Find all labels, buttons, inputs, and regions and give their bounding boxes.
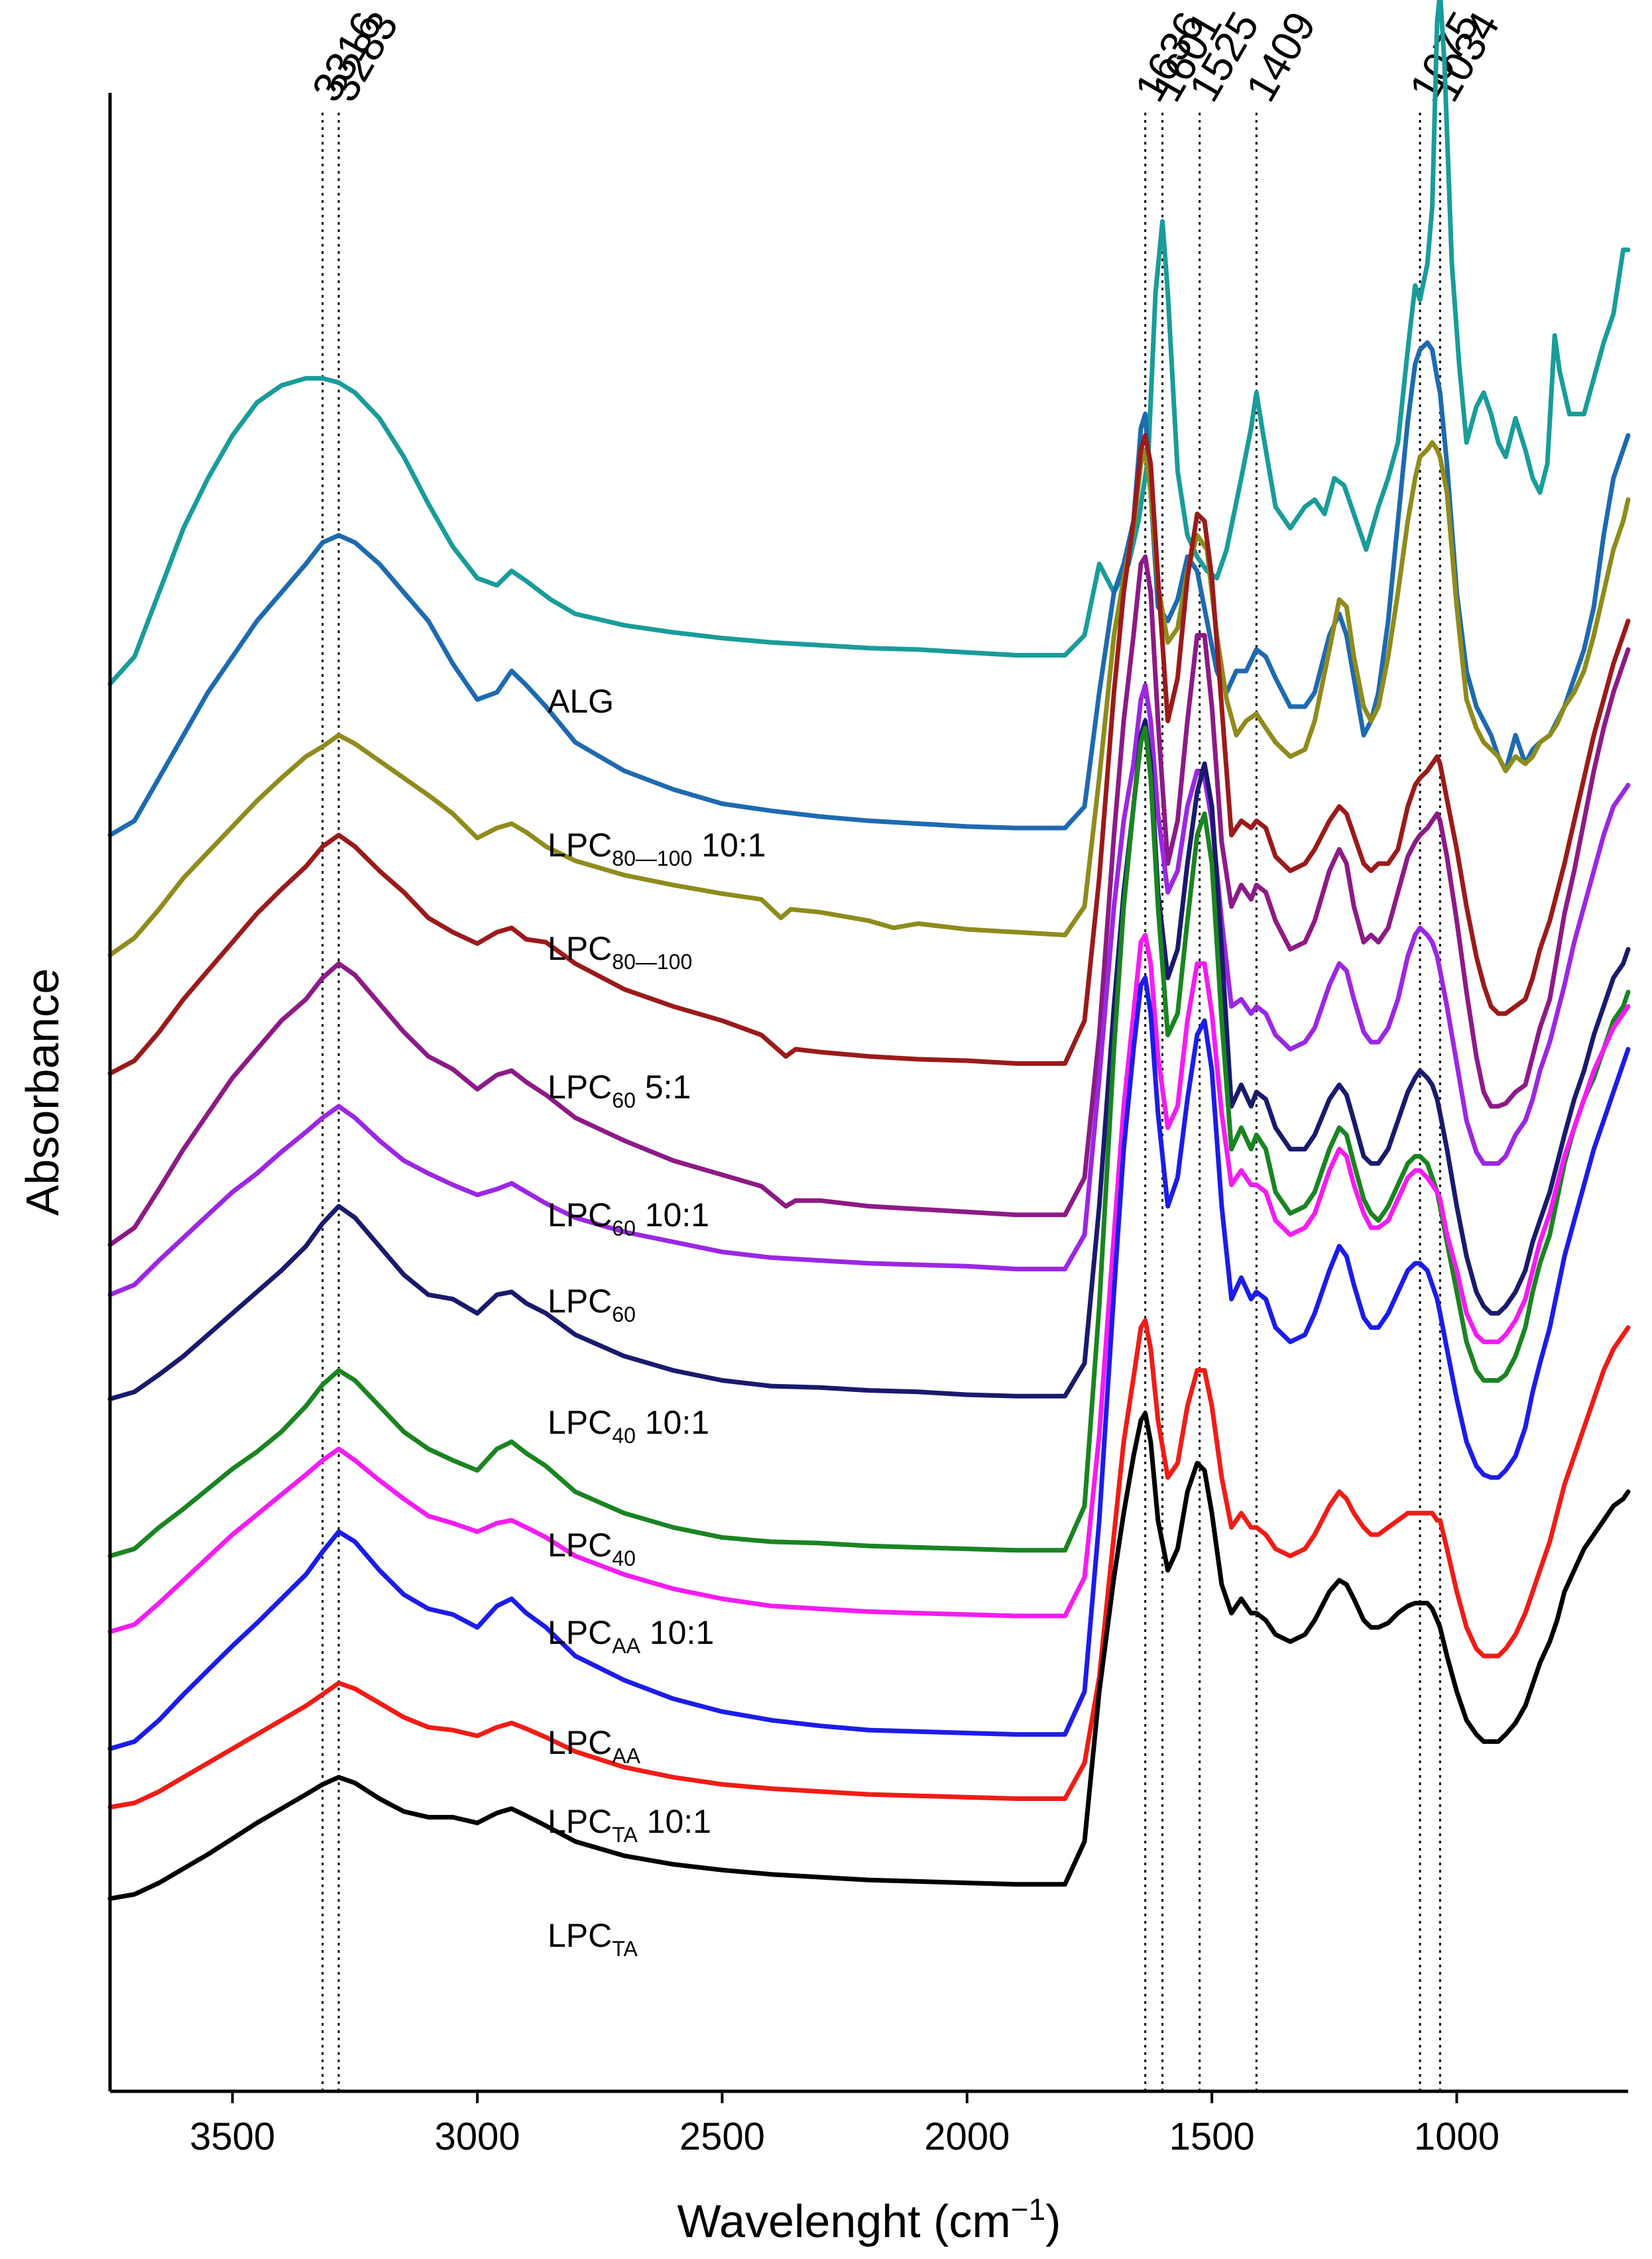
series-label-base-6: LPC <box>548 1404 612 1441</box>
series-label-base-1: LPC <box>548 827 612 864</box>
series-label-base-2: LPC <box>548 930 612 967</box>
series-label-sub-9: AA <box>612 1744 640 1768</box>
x-tick-label-3500: 3500 <box>190 2115 275 2158</box>
series-label-11: LPCTA <box>548 1917 638 1961</box>
axes <box>108 93 1628 2093</box>
series-label-suffix-6: 10:1 <box>636 1404 709 1441</box>
series-label-base-0: ALG <box>548 683 614 720</box>
series-line-4 <box>107 554 1631 1247</box>
series-label-base-3: LPC <box>548 1069 612 1106</box>
series-label-sub-8: AA <box>612 1634 640 1658</box>
series-label-0: ALG <box>548 683 614 720</box>
x-tick-label-2500: 2500 <box>679 2115 765 2158</box>
x-axis-ticks: 3500 3000 2500 2000 1500 1000 <box>190 2091 1500 2158</box>
series-label-sub-1: 80—100 <box>612 846 692 870</box>
x-axis-title-close: ) <box>1045 2195 1061 2247</box>
x-axis-title-superscript: −1 <box>1011 2192 1045 2227</box>
series-label-sub-6: 40 <box>612 1424 636 1448</box>
series-label-suffix-8: 10:1 <box>640 1614 714 1651</box>
series-label-suffix-10: 10:1 <box>638 1803 711 1840</box>
series-label-base-10: LPC <box>548 1803 612 1840</box>
series-label-base-8: LPC <box>548 1614 612 1651</box>
series-label-base-11: LPC <box>548 1917 612 1954</box>
x-tick-label-2000: 2000 <box>924 2115 1010 2158</box>
series-label-sub-3: 60 <box>612 1088 636 1112</box>
series-line-3 <box>107 433 1631 1076</box>
series-label-7: LPC40 <box>548 1527 636 1570</box>
series-label-base-7: LPC <box>548 1527 612 1564</box>
series-label-10: LPCTA 10:1 <box>548 1803 711 1847</box>
series-label-sub-2: 80—100 <box>612 950 692 974</box>
series-label-sub-10: TA <box>612 1823 638 1847</box>
series-line-8 <box>107 933 1631 1635</box>
x-axis-title-text: Wavelenght (cm <box>678 2195 1011 2247</box>
x-tick-label-1500: 1500 <box>1169 2115 1255 2158</box>
series-line-7 <box>107 725 1631 1558</box>
series-label-1: LPC80—100 10:1 <box>548 827 766 870</box>
series-line-10 <box>107 1318 1631 1810</box>
series-label-4: LPC60 10:1 <box>548 1196 709 1240</box>
series-label-sub-5: 60 <box>612 1303 636 1326</box>
series-label-base-9: LPC <box>548 1724 612 1761</box>
series-label-sub-11: TA <box>612 1937 638 1961</box>
y-axis-title: Absorbance <box>17 968 68 1216</box>
series-label-suffix-1: 10:1 <box>692 827 766 864</box>
series-group <box>107 0 1631 1901</box>
series-label-suffix-4: 10:1 <box>636 1196 709 1234</box>
series-label-3: LPC60 5:1 <box>548 1069 691 1112</box>
x-tick-label-3000: 3000 <box>435 2115 520 2158</box>
series-label-9: LPCAA <box>548 1724 641 1768</box>
series-label-sub-7: 40 <box>612 1546 636 1570</box>
series-label-base-5: LPC <box>548 1283 612 1320</box>
series-label-suffix-3: 5:1 <box>636 1069 691 1106</box>
series-line-6 <box>107 719 1631 1401</box>
series-label-5: LPC60 <box>548 1283 636 1326</box>
series-label-sub-4: 60 <box>612 1216 636 1240</box>
x-axis-title: Wavelenght (cm−1) <box>678 2192 1061 2247</box>
series-line-11 <box>107 1411 1631 1901</box>
series-label-base-4: LPC <box>548 1196 612 1234</box>
series-label-6: LPC40 10:1 <box>548 1404 709 1448</box>
series-label-8: LPCAA 10:1 <box>548 1614 714 1658</box>
series-line-0 <box>107 0 1631 687</box>
x-tick-label-1000: 1000 <box>1414 2115 1500 2158</box>
series-label-2: LPC80—100 <box>548 930 692 974</box>
series-line-9 <box>107 975 1631 1751</box>
